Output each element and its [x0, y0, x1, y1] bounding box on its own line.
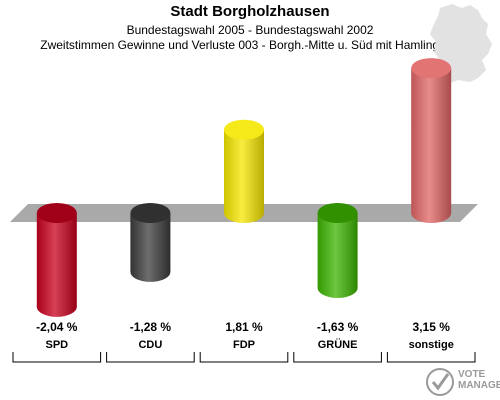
bar-spd	[36, 203, 77, 317]
category-bracket	[293, 352, 382, 363]
chart-title: Stadt Borgholzhausen	[170, 3, 330, 20]
value-label: 1,81 %	[225, 320, 263, 334]
chart-description: Zweitstimmen Gewinne und Verluste 003 - …	[40, 38, 460, 52]
bar-sonstige	[411, 58, 452, 223]
category-label: sonstige	[409, 339, 454, 351]
category-bracket	[199, 352, 289, 363]
category-label: SPD	[45, 339, 68, 351]
category-bracket	[386, 352, 476, 363]
value-label: -2,04 %	[36, 320, 78, 334]
value-label: -1,28 %	[130, 320, 172, 334]
vote-manager-wordmark: VOTE MANAGER	[458, 369, 500, 391]
bar-fdp	[224, 119, 264, 223]
bar-grüne	[317, 203, 358, 298]
value-label: -1,63 %	[317, 320, 359, 334]
category-bracket	[12, 352, 102, 363]
category-label: FDP	[233, 339, 255, 351]
vote-manager-logo	[426, 368, 454, 396]
category-bracket	[106, 352, 195, 363]
value-label: 3,15 %	[413, 320, 451, 334]
bar-cdu	[130, 203, 171, 282]
category-label: CDU	[138, 339, 162, 351]
category-label: GRÜNE	[318, 338, 358, 351]
chart-subtitle: Bundestagswahl 2005 - Bundestagswahl 200…	[126, 23, 374, 37]
